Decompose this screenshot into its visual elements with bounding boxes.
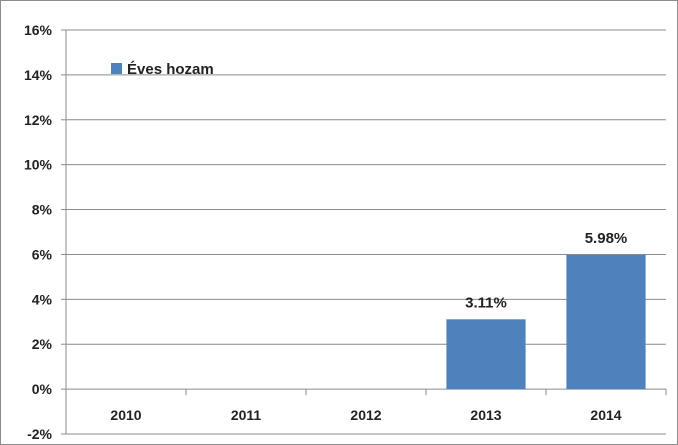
bars (446, 254, 646, 390)
y-tick-label: -2% (27, 426, 52, 442)
x-tick-label: 2011 (231, 407, 262, 423)
x-tick-label: 2012 (350, 407, 381, 423)
axes (61, 29, 667, 435)
x-tick-label: 2014 (590, 407, 621, 423)
y-tick-label: 2% (32, 336, 53, 352)
y-tick-label: 8% (32, 202, 53, 218)
x-tick-labels: 2010 2011 2012 2013 2014 (110, 407, 621, 423)
x-tick-label: 2010 (110, 407, 141, 423)
data-label: 5.98% (585, 230, 628, 247)
y-tick-label: 10% (24, 157, 53, 173)
y-tick-label: 16% (24, 22, 53, 38)
x-tick-label: 2013 (470, 407, 501, 423)
y-tick-label: 12% (24, 112, 53, 128)
bar (566, 254, 646, 390)
legend: Éves hozam (111, 61, 214, 78)
y-tick-labels: -2% 0% 2% 4% 6% 8% 10% 12% 14% 16% (24, 22, 53, 442)
y-tick-label: 6% (32, 246, 53, 262)
legend-swatch (111, 63, 122, 74)
y-tick-label: 4% (32, 291, 53, 307)
legend-label: Éves hozam (127, 61, 214, 78)
gridlines (66, 29, 666, 435)
bar (446, 319, 526, 390)
y-tick-label: 0% (32, 381, 53, 397)
data-labels: 3.11% 5.98% (465, 230, 627, 311)
data-label: 3.11% (465, 294, 507, 311)
y-tick-label: 14% (24, 67, 53, 83)
